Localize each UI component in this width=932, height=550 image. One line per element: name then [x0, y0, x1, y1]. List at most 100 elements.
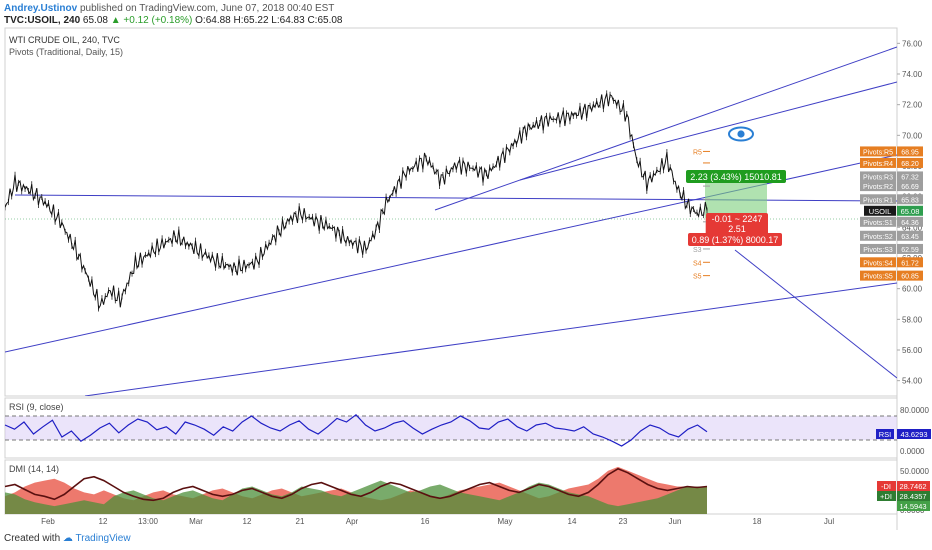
measure-mid-label[interactable]: -0.01 ~ 2247 2.51 — [706, 213, 768, 235]
time-tick-label: 12 — [243, 517, 252, 526]
svg-text:2.23 (3.43%) 15010.81: 2.23 (3.43%) 15010.81 — [690, 172, 782, 182]
svg-text:28.4357: 28.4357 — [899, 492, 926, 501]
svg-text:Pivots:R2: Pivots:R2 — [863, 184, 893, 191]
pivot-price-labels: Pivots:R5 68.95 Pivots:R4 68.20 Pivots:R3 67.… — [860, 146, 923, 281]
price-change: +0.12 (+0.18%) — [123, 15, 193, 26]
pivot-label-r4: Pivots:R4 68.20 — [860, 157, 923, 168]
dmi-series — [4, 466, 708, 514]
svg-text:+DI: +DI — [880, 492, 892, 501]
pivot-label-s4: Pivots:S4 61.72 — [860, 257, 923, 268]
price-tick-label: 70.00 — [902, 131, 923, 140]
pivot-label-s5: Pivots:S5 60.85 — [860, 270, 923, 281]
price-tick-label: 58.00 — [902, 315, 923, 324]
svg-text:68.95: 68.95 — [901, 149, 919, 156]
pivot-label-r5: Pivots:R5 68.95 — [860, 146, 923, 157]
rsi-tick-bottom: 0.0000 — [900, 447, 925, 456]
price-tick-label: 74.00 — [902, 70, 923, 79]
time-tick-label: Jun — [669, 517, 682, 526]
svg-text:Pivots:S1: Pivots:S1 — [863, 220, 893, 227]
svg-text:Pivots:S5: Pivots:S5 — [863, 274, 893, 281]
rsi-label: RSI — [879, 430, 892, 439]
svg-text:Pivots:R5: Pivots:R5 — [863, 149, 893, 156]
time-tick-label: May — [497, 517, 512, 526]
svg-text:65.08: 65.08 — [901, 207, 920, 216]
trendline-long-support[interactable] — [84, 282, 897, 396]
trendline-upper-channel[interactable] — [434, 46, 897, 211]
dmi-title: DMI (14, 14) — [9, 464, 59, 474]
price-tick-label: 64.00 — [902, 223, 923, 232]
pivot-chart-label: R5 — [693, 149, 702, 156]
ohlc-values: O:64.88 H:65.22 L:64.83 C:65.08 — [195, 15, 343, 26]
svg-text:68.20: 68.20 — [901, 161, 919, 168]
tradingview-link[interactable]: TradingView — [75, 533, 131, 544]
last-price: 65.08 — [82, 15, 108, 26]
eye-icon[interactable] — [728, 126, 754, 142]
dmi-legend-item: -DI 28.7462 — [877, 481, 930, 491]
pivot-chart-label: S3 — [693, 247, 702, 254]
measure-up-label[interactable]: 2.23 (3.43%) 15010.81 — [686, 170, 786, 183]
svg-text:Pivots:R4: Pivots:R4 — [863, 161, 893, 168]
time-tick-label: 21 — [296, 517, 305, 526]
pivot-chart-label: S5 — [693, 274, 702, 281]
rsi-title: RSI (9, close) — [9, 402, 64, 412]
time-tick-label: 13:00 — [138, 517, 159, 526]
time-tick-label: Mar — [189, 517, 203, 526]
price-series — [5, 90, 708, 312]
quote-line: TVC:USOIL, 240 65.08 ▲ +0.12 (+0.18%) O:… — [4, 15, 342, 26]
price-tick-label: 56.00 — [902, 346, 923, 355]
pivot-label-s2: Pivots:S2 63.45 — [860, 230, 923, 241]
pivot-label-s3: Pivots:S3 62.59 — [860, 243, 923, 254]
time-tick-label: Feb — [41, 517, 55, 526]
time-tick-label: Jul — [824, 517, 834, 526]
svg-text:Pivots:S2: Pivots:S2 — [863, 234, 893, 241]
svg-text:USOIL: USOIL — [869, 207, 892, 216]
svg-text:0.89 (1.37%) 8000.17: 0.89 (1.37%) 8000.17 — [692, 235, 779, 245]
plus-di-area — [5, 480, 707, 514]
svg-text:2.51: 2.51 — [728, 224, 746, 234]
pivot-label-s1: Pivots:S1 64.36 — [860, 216, 923, 227]
price-line — [5, 93, 708, 311]
dmi-tick-top: 50.0000 — [900, 467, 929, 476]
svg-text:63.45: 63.45 — [901, 234, 919, 241]
created-with: Created with — [4, 533, 61, 544]
trendline-projection[interactable] — [734, 249, 897, 379]
pivot-label-r2: Pivots:R2 66.69 — [860, 181, 923, 192]
pivot-label-r1: Pivots:R1 65.83 — [860, 194, 923, 205]
svg-text:60.85: 60.85 — [901, 274, 919, 281]
svg-text:Pivots:S4: Pivots:S4 — [863, 260, 893, 267]
svg-text:Pivots:S3: Pivots:S3 — [863, 247, 893, 254]
tradingview-cloud-icon: ☁ — [62, 533, 73, 544]
measure-down-label[interactable]: 0.89 (1.37%) 8000.17 — [688, 233, 782, 246]
svg-text:Pivots:R3: Pivots:R3 — [863, 174, 893, 181]
rsi-label-box — [876, 429, 894, 439]
svg-text:64.36: 64.36 — [901, 220, 919, 227]
rsi-line — [4, 413, 708, 447]
svg-text:61.72: 61.72 — [901, 260, 919, 267]
current-price-label: USOIL 65.08 — [864, 205, 923, 216]
time-tick-label: 18 — [753, 517, 762, 526]
pivot-label-r3: Pivots:R3 67.32 — [860, 171, 923, 182]
time-tick-label: 12 — [99, 517, 108, 526]
adx-line — [4, 467, 708, 502]
rsi-value-box — [897, 429, 931, 439]
footer: Created with ☁ TradingView — [4, 533, 131, 544]
rsi-tick-top: 80.0000 — [900, 406, 929, 415]
svg-text:67.32: 67.32 — [901, 174, 919, 181]
chart-title: WTI CRUDE OIL, 240, TVC — [9, 35, 120, 45]
symbol-label: TVC:USOIL, 240 — [4, 15, 81, 26]
svg-text:Pivots:R1: Pivots:R1 — [863, 197, 893, 204]
svg-text:-0.01 ~ 2247: -0.01 ~ 2247 — [712, 214, 763, 224]
time-tick-label: 23 — [619, 517, 628, 526]
price-tick-label: 54.00 — [902, 377, 923, 386]
trendline-mid-channel[interactable] — [519, 81, 897, 181]
svg-text:14.5943: 14.5943 — [899, 502, 926, 511]
price-tick-label: 72.00 — [902, 101, 923, 110]
dmi-legend-item: +DI 28.4357 — [877, 491, 930, 501]
dmi-legend-item: 14.5943 — [897, 501, 930, 511]
svg-text:-DI: -DI — [881, 482, 891, 491]
svg-text:62.59: 62.59 — [901, 247, 919, 254]
author-link[interactable]: Andrey.Ustinov — [4, 3, 78, 14]
svg-text:65.83: 65.83 — [901, 197, 919, 204]
